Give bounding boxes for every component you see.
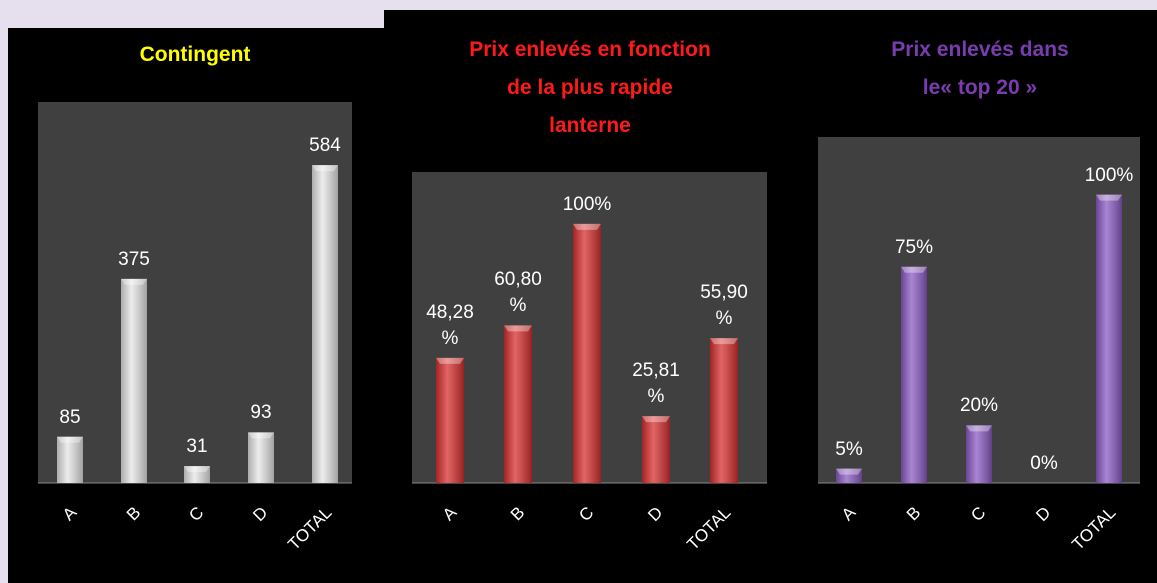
bar-shine xyxy=(966,425,992,483)
bar-shine xyxy=(436,357,464,483)
data-label: 60,80 % xyxy=(494,269,542,317)
bar-cap xyxy=(1096,194,1122,201)
data-label: 75% xyxy=(894,236,934,258)
bar-shine xyxy=(504,325,532,483)
bar-cap xyxy=(966,425,992,432)
data-label: 55,90 % xyxy=(700,282,748,330)
bar-shine xyxy=(836,468,862,483)
data-label: 100% xyxy=(562,193,612,215)
bar-cap xyxy=(436,357,464,364)
bar-shine xyxy=(312,165,338,483)
data-label: 93 xyxy=(250,402,272,424)
bar-shine xyxy=(184,466,210,483)
data-label: 20% xyxy=(959,395,999,417)
bar-cap xyxy=(504,325,532,332)
data-label: 31 xyxy=(186,436,208,458)
bar-cap xyxy=(57,436,83,443)
background xyxy=(384,10,1157,40)
data-label: 5% xyxy=(835,438,863,460)
bar-cap xyxy=(121,278,147,285)
bar-shine xyxy=(642,416,670,483)
data-label: 375 xyxy=(118,248,150,270)
data-label: 25,81 % xyxy=(632,360,680,408)
data-label: 0% xyxy=(1030,453,1058,474)
bar-shine xyxy=(121,278,147,483)
data-label: 85 xyxy=(59,406,81,428)
bar-cap xyxy=(836,468,862,475)
bar-cap xyxy=(901,266,927,273)
bar-cap xyxy=(710,338,738,345)
bar-cap xyxy=(573,223,601,230)
chart-title: Contingent xyxy=(139,43,251,66)
bar-cap xyxy=(248,432,274,439)
bar-shine xyxy=(1096,194,1122,483)
bar-cap xyxy=(312,165,338,172)
chart-title: Prix enlevés en fonction de la plus rapi… xyxy=(469,38,711,137)
bar-cap xyxy=(642,416,670,423)
bar-cap xyxy=(184,466,210,473)
data-label: 584 xyxy=(309,135,341,157)
bar-shine xyxy=(573,223,601,484)
bar-shine xyxy=(710,338,738,483)
bar-shine xyxy=(901,266,927,483)
bar-shine xyxy=(57,436,83,483)
chart-title: Prix enlevés dans le« top 20 » xyxy=(891,38,1069,99)
data-label: 48,28 % xyxy=(426,301,474,349)
data-label: 100% xyxy=(1084,164,1134,186)
plot-area xyxy=(38,102,352,483)
bar-shine xyxy=(248,432,274,483)
